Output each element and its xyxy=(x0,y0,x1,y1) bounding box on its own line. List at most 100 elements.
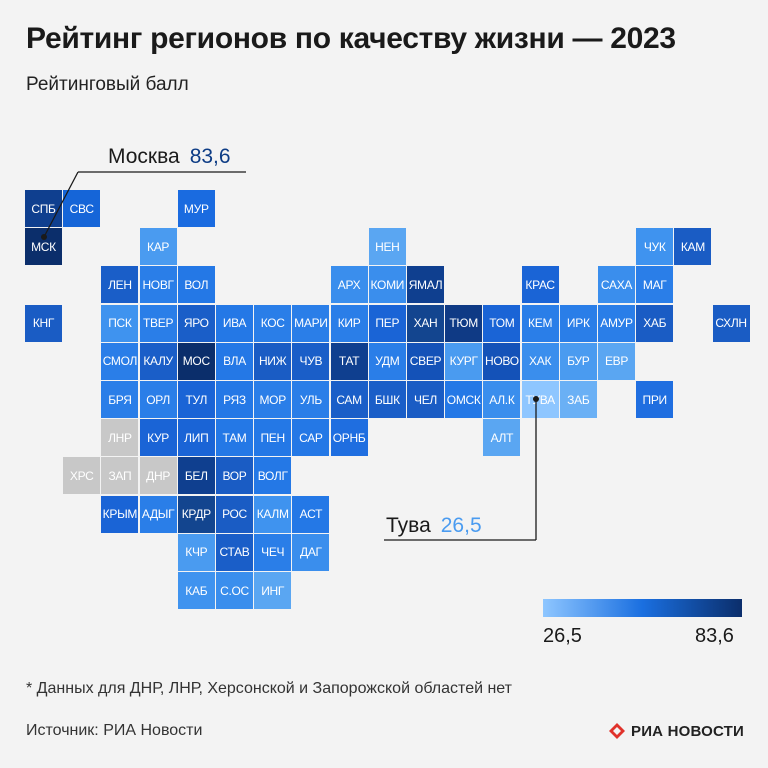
region-tile-крас: КРАС xyxy=(521,266,559,304)
ria-logo-icon xyxy=(609,723,625,739)
region-tile-кос: КОС xyxy=(254,304,292,342)
region-tile-бря: БРЯ xyxy=(101,381,139,418)
legend-max-label: 83,6 xyxy=(695,625,734,647)
tuva-callout: Тува 26,5 xyxy=(386,514,482,538)
region-tile-крдр: КРДР xyxy=(177,495,215,533)
region-tile-яро: ЯРО xyxy=(177,304,215,342)
region-tile-свс: СВС xyxy=(63,190,101,227)
region-tile-лип: ЛИП xyxy=(177,419,215,457)
region-tile-кур: КУР xyxy=(139,419,177,457)
region-tile-кам: КАМ xyxy=(674,228,712,266)
moscow-callout-value: 83,6 xyxy=(189,145,231,168)
region-tile-ива: ИВА xyxy=(216,304,253,342)
ria-logo: РИА НОВОСТИ xyxy=(608,722,744,740)
region-tile-омск: ОМСК xyxy=(445,381,483,418)
region-tile-чув: ЧУВ xyxy=(292,342,330,380)
region-tile-кург: КУРГ xyxy=(445,342,483,380)
region-tile-ново: НОВО xyxy=(483,342,521,380)
region-tile-ямал: ЯМАЛ xyxy=(407,266,444,304)
region-tile-том: ТОМ xyxy=(483,304,521,342)
region-tile-пен: ПЕН xyxy=(254,419,292,457)
region-tile-хан: ХАН xyxy=(407,304,444,342)
region-tile-рос: РОС xyxy=(216,495,253,533)
legend-min-label: 26,5 xyxy=(543,625,582,647)
region-tile-вол: ВОЛ xyxy=(177,266,215,304)
region-tile-ирк: ИРК xyxy=(559,304,597,342)
moscow-callout-name: Москва xyxy=(108,145,180,168)
region-tile-евр: ЕВР xyxy=(598,342,635,380)
region-tile-хак: ХАК xyxy=(521,342,559,380)
region-tile-уль: УЛЬ xyxy=(292,381,330,418)
tile-map: СПБ СВС МУР МСК КАР НЕН ЧУК КАМ ЛЕН НОВГ ВОЛ АРХ КОМ… xyxy=(25,190,750,609)
region-tile-кнг: КНГ xyxy=(25,304,62,342)
region-tile-мос: МОС xyxy=(177,342,215,380)
region-tile-калм: КАЛМ xyxy=(254,495,292,533)
region-tile-алк: АЛ.К xyxy=(483,381,521,418)
region-tile-орнб: ОРНБ xyxy=(330,419,368,457)
region-tile-тул: ТУЛ xyxy=(177,381,215,418)
region-tile-заб: ЗАБ xyxy=(559,381,597,418)
region-tile-тюм: ТЮМ xyxy=(445,304,483,342)
region-tile-спб: СПБ xyxy=(25,190,62,227)
region-tile-лнр: ЛНР xyxy=(101,419,139,457)
moscow-callout: Москва 83,6 xyxy=(108,145,231,169)
region-tile-бшк: БШК xyxy=(368,381,406,418)
region-tile-пск: ПСК xyxy=(101,304,139,342)
region-tile-став: СТАВ xyxy=(216,533,253,571)
region-tile-калу: КАЛУ xyxy=(139,342,177,380)
region-tile-сос: С.ОС xyxy=(216,572,253,609)
region-tile-бур: БУР xyxy=(559,342,597,380)
region-tile-чеч: ЧЕЧ xyxy=(254,533,292,571)
region-tile-каб: КАБ xyxy=(177,572,215,609)
tuva-callout-value: 26,5 xyxy=(440,514,482,537)
region-tile-волг: ВОЛГ xyxy=(254,457,292,495)
region-tile-при: ПРИ xyxy=(636,381,674,418)
region-tile-новг: НОВГ xyxy=(139,266,177,304)
region-tile-свер: СВЕР xyxy=(407,342,444,380)
page-title: Рейтинг регионов по качеству жизни — 202… xyxy=(26,22,676,55)
region-tile-алт: АЛТ xyxy=(483,419,521,457)
legend-gradient-bar xyxy=(543,599,742,617)
region-tile-днр: ДНР xyxy=(139,457,177,495)
region-tile-кар: КАР xyxy=(139,228,177,266)
region-tile-чел: ЧЕЛ xyxy=(407,381,444,418)
region-tile-коми: КОМИ xyxy=(368,266,406,304)
region-tile-даг: ДАГ xyxy=(292,533,330,571)
page-subtitle: Рейтинговый балл xyxy=(26,74,189,95)
region-tile-аст: АСТ xyxy=(292,495,330,533)
region-tile-мур: МУР xyxy=(177,190,215,227)
region-tile-мск: МСК xyxy=(25,228,62,266)
region-tile-чук: ЧУК xyxy=(636,228,674,266)
region-tile-вла: ВЛА xyxy=(216,342,253,380)
region-tile-сар: САР xyxy=(292,419,330,457)
region-tile-ниж: НИЖ xyxy=(254,342,292,380)
region-tile-бел: БЕЛ xyxy=(177,457,215,495)
region-tile-лен: ЛЕН xyxy=(101,266,139,304)
region-tile-вор: ВОР xyxy=(216,457,253,495)
region-tile-тат: ТАТ xyxy=(330,342,368,380)
ria-logo-text: РИА НОВОСТИ xyxy=(631,722,745,740)
region-tile-хаб: ХАБ xyxy=(636,304,674,342)
region-tile-тува: ТУВА xyxy=(521,381,559,418)
source-credit: Источник: РИА Новости xyxy=(26,722,203,739)
region-tile-кем: КЕМ xyxy=(521,304,559,342)
region-tile-маг: МАГ xyxy=(636,266,674,304)
region-tile-адыг: АДЫГ xyxy=(139,495,177,533)
region-tile-нен: НЕН xyxy=(368,228,406,266)
region-tile-схлн: СХЛН xyxy=(712,304,750,342)
region-tile-арх: АРХ xyxy=(330,266,368,304)
region-tile-мари: МАРИ xyxy=(292,304,330,342)
region-tile-орл: ОРЛ xyxy=(139,381,177,418)
region-tile-мор: МОР xyxy=(254,381,292,418)
region-tile-ряз: РЯЗ xyxy=(216,381,253,418)
footnote: * Данных для ДНР, ЛНР, Херсонской и Запо… xyxy=(26,680,512,697)
region-tile-хрс: ХРС xyxy=(63,457,101,495)
region-tile-пер: ПЕР xyxy=(368,304,406,342)
region-tile-кир: КИР xyxy=(330,304,368,342)
region-tile-крым: КРЫМ xyxy=(101,495,139,533)
region-tile-удм: УДМ xyxy=(368,342,406,380)
region-tile-там: ТАМ xyxy=(216,419,253,457)
region-tile-смол: СМОЛ xyxy=(101,342,139,380)
region-tile-амур: АМУР xyxy=(598,304,635,342)
region-tile-саха: САХА xyxy=(598,266,635,304)
